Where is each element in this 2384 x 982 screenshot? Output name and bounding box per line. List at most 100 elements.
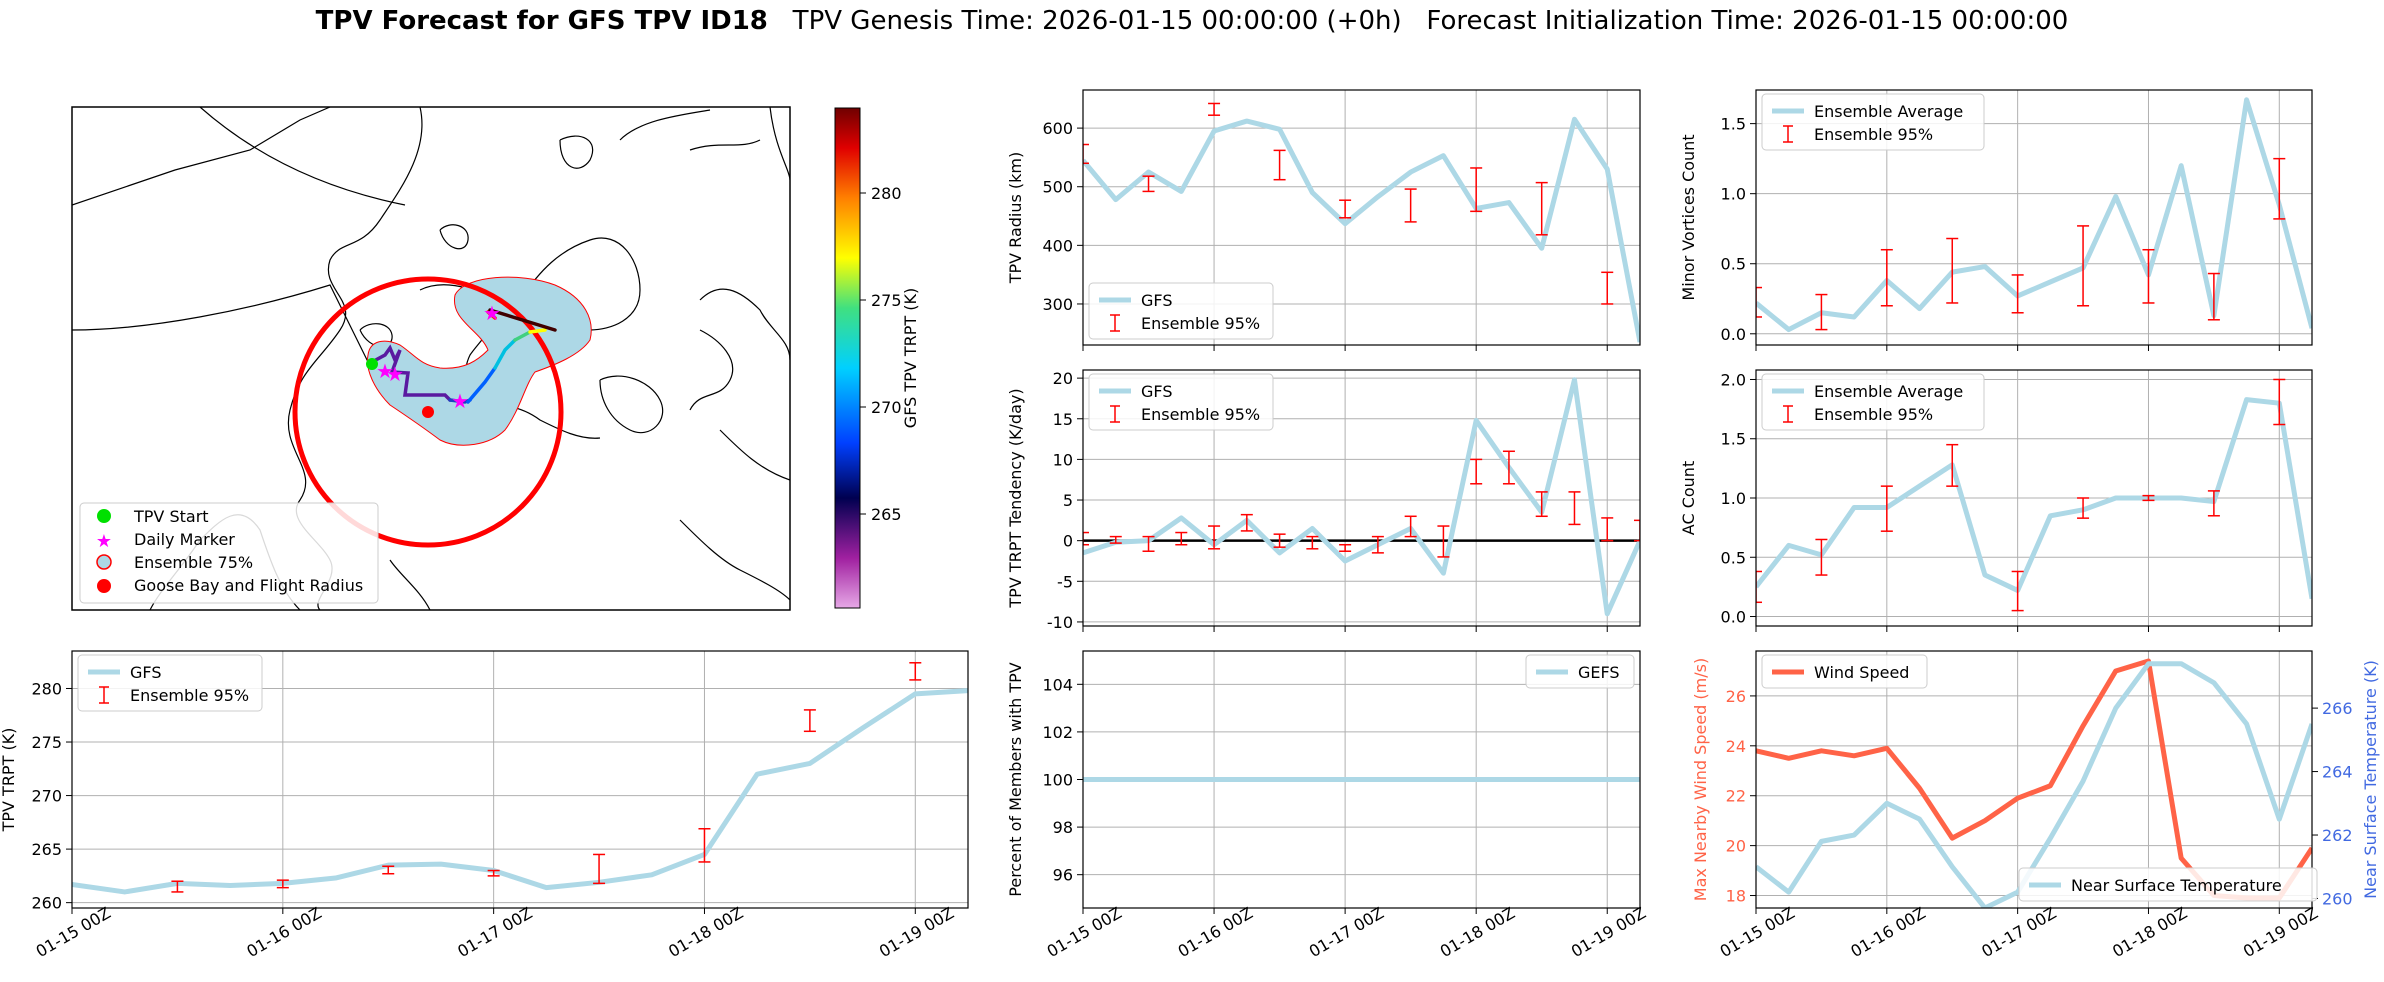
x-tick-label: 01-18 00Z	[2109, 903, 2190, 961]
map-legend: TPV Start ★ Daily Marker Ensemble 75% Go…	[79, 502, 379, 604]
y-tick-label: 270	[31, 787, 62, 806]
legend-label: Near Surface Temperature	[2071, 876, 2282, 895]
y-axis-label: AC Count	[1679, 461, 1698, 535]
series-line	[1083, 116, 1640, 343]
map-legend-box	[79, 502, 379, 604]
y-axis-label: TPV TRPT Tendency (K/day)	[1006, 388, 1025, 608]
legend-label: Ensemble 95%	[130, 686, 249, 705]
y-axis-label: Percent of Members with TPV	[1006, 662, 1025, 896]
series-line	[1756, 661, 2312, 908]
series-line	[1756, 397, 2312, 600]
y-tick-label: 300	[1042, 295, 1073, 314]
daily-marker: ★	[451, 389, 469, 413]
legend-label: Ensemble Average	[1814, 102, 1963, 121]
y-axis-label: Minor Vortices Count	[1679, 134, 1698, 300]
legend-label: Ensemble 95%	[1141, 314, 1260, 333]
colorbar-label: GFS TPV TRPT (K)	[901, 288, 920, 428]
y-tick-label: 26	[1726, 687, 1746, 706]
y-right-tick-label: 260	[2322, 889, 2353, 908]
y-right-tick-label: 266	[2322, 699, 2353, 718]
legend-label: GEFS	[1578, 663, 1620, 682]
legend: Wind Speed	[1761, 654, 1928, 689]
legend-box	[1761, 93, 1985, 151]
y-tick-label: -5	[1057, 572, 1073, 591]
legend-box	[2018, 867, 2318, 902]
y-tick-label: 18	[1726, 887, 1746, 906]
y-tick-label: 265	[31, 840, 62, 859]
x-tick-label: 01-16 00Z	[1175, 903, 1256, 961]
legend-star-icon: ★	[96, 531, 112, 552]
y-tick-label: 1.0	[1721, 185, 1746, 204]
y-tick-label: 260	[31, 894, 62, 913]
daily-marker: ★	[376, 359, 394, 383]
map-panel: ★ ★ ★ ★ TPV Start ★ Daily Marker Ensembl…	[71, 106, 920, 611]
chart-trpt: 01-15 00Z 01-16 00Z 01-17 00Z 01-18 00Z 01-1…	[0, 650, 969, 961]
x-tick-label: 01-17 00Z	[454, 903, 535, 961]
colorbar-tick: 270	[871, 398, 902, 417]
series-line	[1756, 97, 2312, 333]
y-tick-label: 0.0	[1721, 325, 1746, 344]
x-tick-label: 01-19 00Z	[2240, 903, 2321, 961]
plot-frame	[1082, 369, 1641, 627]
legend-ensemble-icon	[96, 554, 112, 570]
daily-markers: ★ ★ ★ ★	[376, 301, 501, 413]
x-tick-label: 01-18 00Z	[665, 903, 746, 961]
x-tick-label: 01-15 00Z	[1717, 903, 1798, 961]
y-tick-label: 5	[1063, 491, 1073, 510]
y-tick-label: 15	[1053, 410, 1073, 429]
y-tick-label: 1.5	[1721, 430, 1746, 449]
plot-frame	[1755, 650, 2313, 909]
y-tick-label: 280	[31, 679, 62, 698]
plot-frame	[1082, 650, 1641, 909]
legend-box	[1088, 282, 1274, 340]
map-legend-label: Ensemble 75%	[134, 553, 253, 572]
legend-goose-bay-icon	[97, 579, 111, 593]
legend-tpv-start-icon	[97, 509, 111, 523]
legend-label: GFS	[1141, 291, 1172, 310]
legend: Ensemble Average Ensemble 95%	[1761, 93, 1985, 151]
legend: Ensemble Average Ensemble 95%	[1761, 373, 1985, 431]
legend-box	[77, 654, 263, 712]
legend-label: GFS	[130, 663, 161, 682]
colorbar-gradient	[834, 107, 861, 609]
y-tick-label: -10	[1047, 613, 1073, 632]
y-axis-label: Max Nearby Wind Speed (m/s)	[1691, 658, 1710, 901]
plot-frame	[71, 650, 969, 909]
colorbar-tick: 280	[871, 184, 902, 203]
figure-title-bold: TPV Forecast for GFS TPV ID18	[315, 6, 768, 36]
x-tick-label: 01-19 00Z	[1568, 903, 1649, 961]
y-tick-label: 500	[1042, 178, 1073, 197]
y-tick-label: 0.5	[1721, 255, 1746, 274]
plot-frame	[1755, 89, 2313, 346]
y-tick-label: 24	[1726, 737, 1746, 756]
legend-box	[1761, 373, 1985, 431]
y-tick-label: 0.0	[1721, 608, 1746, 627]
series-layer	[1756, 378, 2312, 612]
y-tick-label: 600	[1042, 119, 1073, 138]
goose-bay-marker	[422, 406, 434, 418]
legend-label: GFS	[1141, 382, 1172, 401]
y-tick-label: 20	[1053, 369, 1073, 388]
plot-frame	[1082, 89, 1641, 346]
legend-label: Wind Speed	[1814, 663, 1909, 682]
series-layer	[1083, 102, 1640, 343]
y-axis-label: TPV TRPT (K)	[0, 728, 18, 833]
x-tick-label: 01-18 00Z	[1437, 903, 1518, 961]
y-right-tick-label: 262	[2322, 826, 2353, 845]
chart-radius: 300 400 500 600 TPV Radius (km) GFS Ensemble 9…	[1006, 89, 1641, 351]
series-layer	[72, 662, 968, 895]
y-tick-label: 0.5	[1721, 548, 1746, 567]
y-tick-label: 1.0	[1721, 489, 1746, 508]
series-line	[72, 688, 968, 895]
y-tick-label: 1.5	[1721, 115, 1746, 134]
legend: GFS Ensemble 95%	[1088, 373, 1274, 431]
legend: Near Surface Temperature	[2018, 867, 2318, 902]
x-tick-label: 01-17 00Z	[1978, 903, 2059, 961]
legend-label: Ensemble 95%	[1141, 405, 1260, 424]
legend-label: Ensemble Average	[1814, 382, 1963, 401]
y-tick-label: 0	[1063, 532, 1073, 551]
y-right-axis-label: Near Surface Temperature (K)	[2361, 660, 2380, 899]
map-legend-label: Daily Marker	[134, 530, 235, 549]
legend-box	[1761, 654, 1928, 689]
daily-marker: ★	[386, 362, 404, 386]
